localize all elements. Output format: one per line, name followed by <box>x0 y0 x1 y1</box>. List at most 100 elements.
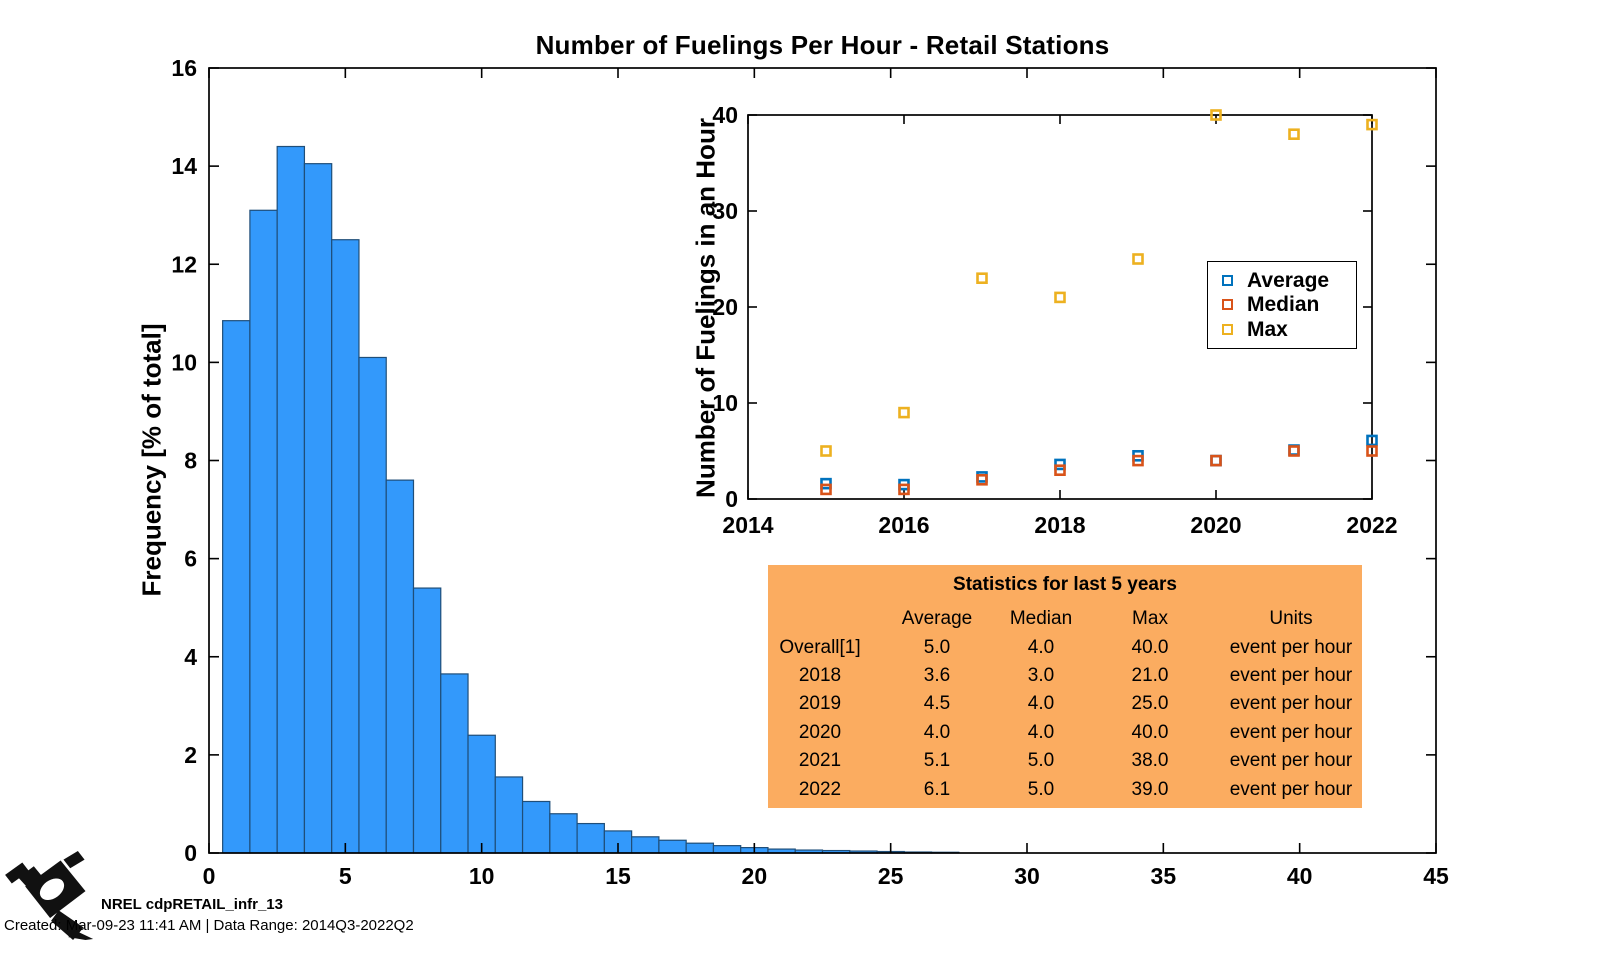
svg-text:40: 40 <box>1287 863 1313 889</box>
svg-text:40: 40 <box>712 102 738 128</box>
stats-cell: Average <box>901 608 973 630</box>
svg-text:25: 25 <box>878 863 904 889</box>
legend-entry-median: Median <box>1222 294 1356 315</box>
stats-row: Overall[1] 5.0 4.0 40.0 event per hour <box>768 633 1362 661</box>
histogram-bar <box>467 734 496 854</box>
stats-cell: 6.1 <box>923 778 951 800</box>
stats-cell: 5.1 <box>923 750 951 772</box>
legend-label: Median <box>1247 293 1320 317</box>
stats-cell: 4.0 <box>923 721 951 743</box>
stats-cell: 4.0 <box>1027 693 1055 715</box>
scatter-point-median <box>1132 454 1144 467</box>
scatter-point-median <box>1288 445 1300 457</box>
stats-cell: 3.0 <box>1027 664 1055 686</box>
stats-cell: event per hour <box>1229 721 1353 743</box>
scatter-point-median <box>976 473 988 486</box>
histogram-bar <box>331 239 360 854</box>
stats-cell: event per hour <box>1229 636 1353 658</box>
histogram-bar <box>549 813 578 854</box>
svg-text:0: 0 <box>725 486 738 512</box>
scatter-point-max <box>1288 128 1300 140</box>
stats-cell: 25.0 <box>1131 693 1169 715</box>
stats-row: 2020 4.0 4.0 40.0 event per hour <box>768 719 1362 747</box>
legend-entry-max: Max <box>1222 319 1356 340</box>
figure-id-label: NREL cdpRETAIL_infr_13 <box>101 896 283 913</box>
svg-text:14: 14 <box>171 153 197 179</box>
svg-text:6: 6 <box>184 546 197 572</box>
histogram-bar <box>358 356 387 854</box>
histogram-bar <box>412 587 442 854</box>
stats-row: 2022 6.1 5.0 39.0 event per hour <box>768 775 1362 803</box>
stats-cell: 4.0 <box>1027 721 1055 743</box>
average-marker-icon <box>1222 274 1233 286</box>
scatter-point-median <box>898 483 910 496</box>
scatter-point-max <box>1210 109 1222 121</box>
svg-text:2: 2 <box>184 742 197 768</box>
stats-cell: 21.0 <box>1131 664 1169 686</box>
svg-text:2022: 2022 <box>1346 512 1397 538</box>
svg-text:5: 5 <box>339 863 352 889</box>
stats-cell: Max <box>1132 608 1168 630</box>
scatter-point-max <box>898 406 910 419</box>
legend: Average Median Max <box>1207 261 1357 349</box>
stats-panel: Statistics for last 5 years Average Media… <box>768 565 1362 808</box>
svg-text:10: 10 <box>712 390 738 416</box>
svg-text:12: 12 <box>171 251 197 277</box>
stats-cell: 2019 <box>798 693 842 715</box>
legend-label: Max <box>1247 318 1288 342</box>
scatter-point-median <box>1366 445 1378 457</box>
chart-title: Number of Fuelings Per Hour - Retail Sta… <box>535 30 1110 60</box>
scatter-point-average <box>1366 434 1378 447</box>
stats-cell: 40.0 <box>1131 636 1169 658</box>
stats-cell: 38.0 <box>1131 750 1169 772</box>
stats-row: 2021 5.1 5.0 38.0 event per hour <box>768 747 1362 775</box>
created-timestamp: Created: Mar-09-23 11:41 AM | Data Range… <box>4 917 414 934</box>
histogram-bar <box>276 145 306 854</box>
stats-cell: 5.0 <box>1027 778 1055 800</box>
svg-text:8: 8 <box>184 448 197 474</box>
histogram-bar <box>685 842 715 854</box>
scatter-point-max <box>1054 291 1066 304</box>
svg-text:2016: 2016 <box>878 512 929 538</box>
legend-entry-average: Average <box>1222 270 1356 291</box>
stats-cell: Overall[1] <box>779 636 861 658</box>
svg-text:2014: 2014 <box>722 512 773 538</box>
svg-text:4: 4 <box>184 644 197 670</box>
svg-text:2020: 2020 <box>1190 512 1241 538</box>
stats-cell: event per hour <box>1229 693 1353 715</box>
legend-label: Average <box>1247 268 1330 292</box>
svg-text:30: 30 <box>1014 863 1040 889</box>
histogram-bar <box>385 479 415 854</box>
histogram-bar <box>249 209 278 854</box>
svg-text:2018: 2018 <box>1034 512 1085 538</box>
svg-text:10: 10 <box>171 349 197 375</box>
svg-text:45: 45 <box>1423 863 1449 889</box>
scatter-point-max <box>820 445 832 457</box>
svg-text:16: 16 <box>171 55 197 81</box>
histogram-bar <box>440 673 469 854</box>
stats-cell: 2018 <box>798 664 842 686</box>
stats-cell: 2020 <box>798 721 842 743</box>
histogram-bar <box>658 839 687 854</box>
scatter-point-max <box>976 272 988 285</box>
stats-cell: 39.0 <box>1131 778 1169 800</box>
median-marker-icon <box>1222 299 1233 311</box>
stats-cell: 40.0 <box>1131 721 1169 743</box>
stats-header-row: Average Median Max Units <box>768 605 1362 633</box>
stats-cell: 4.5 <box>923 693 951 715</box>
scatter-point-max <box>1366 118 1378 131</box>
stats-cell: 5.0 <box>923 636 951 658</box>
histogram-bar <box>521 800 551 854</box>
histogram-bar <box>631 836 660 854</box>
svg-text:30: 30 <box>712 198 738 224</box>
stats-table: Average Median Max Units Overall[1] 5.0 4.0 40.… <box>768 605 1362 804</box>
svg-text:20: 20 <box>712 294 738 320</box>
svg-text:20: 20 <box>742 863 768 889</box>
stats-cell: Units <box>1269 608 1313 630</box>
svg-text:0: 0 <box>184 840 197 866</box>
stats-panel-title: Statistics for last 5 years <box>953 574 1177 595</box>
histogram-bar <box>222 320 251 854</box>
scatter-point-max <box>1132 253 1144 265</box>
